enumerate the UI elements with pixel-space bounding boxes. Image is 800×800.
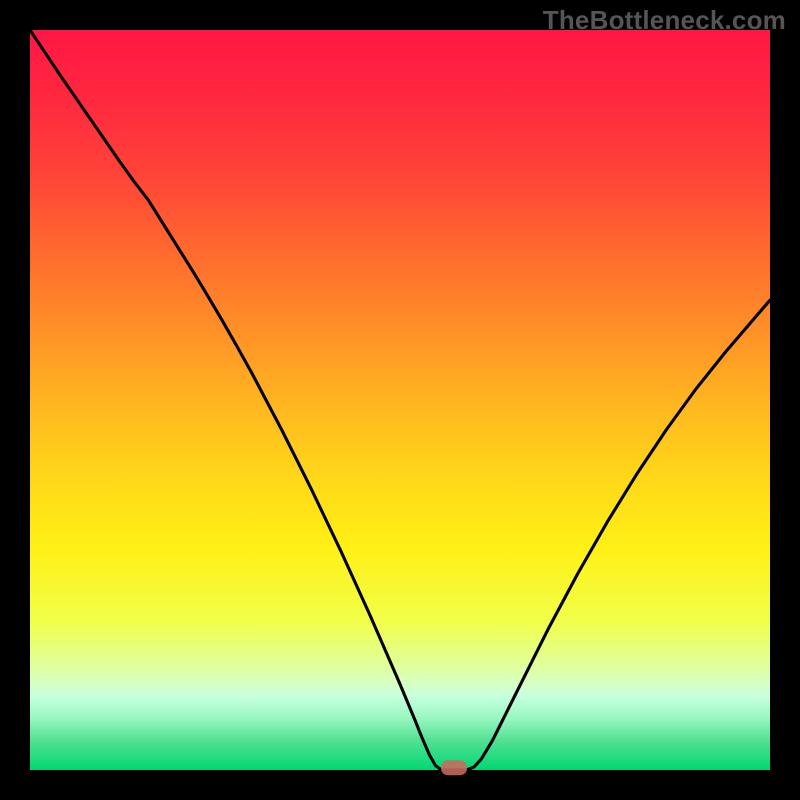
plot-background	[30, 30, 770, 770]
chart-container: TheBottleneck.com	[0, 0, 800, 800]
bottleneck-chart	[0, 0, 800, 800]
optimal-marker	[441, 760, 467, 775]
watermark-text: TheBottleneck.com	[543, 5, 786, 36]
